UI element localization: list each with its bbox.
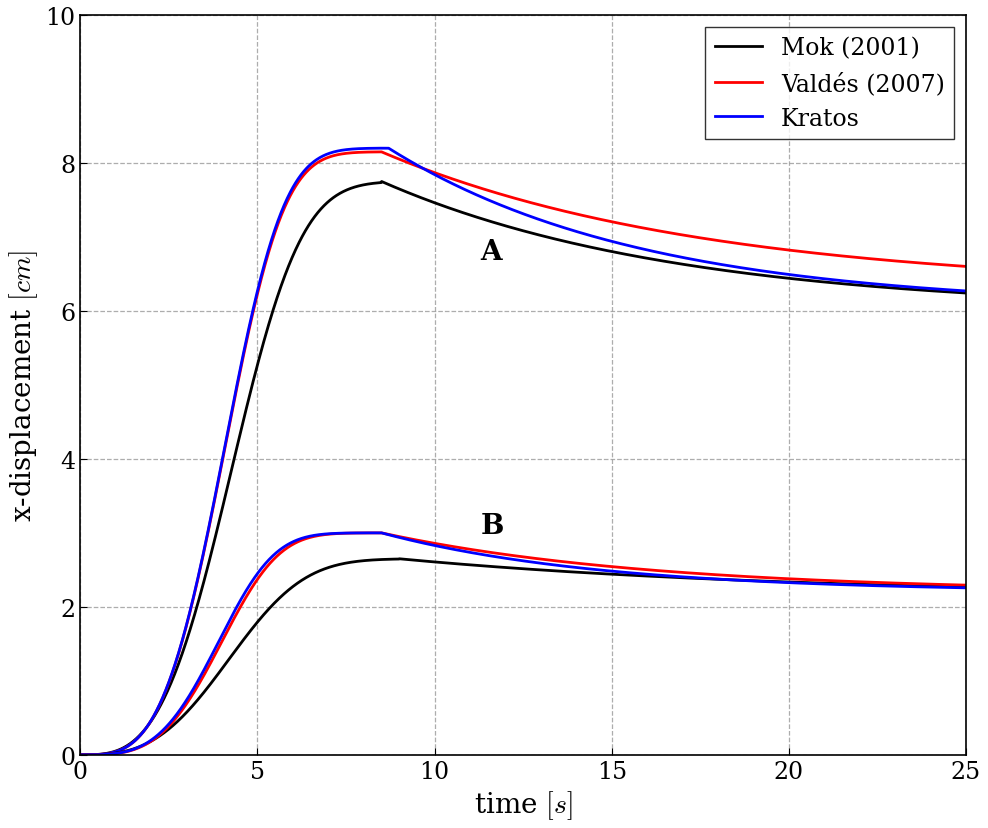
Line: Valdés (2007): Valdés (2007) bbox=[80, 152, 966, 755]
Valdés (2007) bbox=[773, 244, 784, 254]
Valdés (2007) bbox=[935, 260, 947, 270]
Kratos bbox=[482, 195, 494, 205]
X-axis label: time $[s]$: time $[s]$ bbox=[474, 788, 572, 821]
Kratos bbox=[74, 750, 86, 760]
Valdés (2007) bbox=[960, 262, 972, 272]
Kratos bbox=[773, 269, 784, 279]
Line: Mok (2001): Mok (2001) bbox=[80, 182, 966, 755]
Valdés (2007) bbox=[375, 147, 387, 157]
Mok (2001) bbox=[506, 224, 518, 233]
Valdés (2007) bbox=[935, 260, 947, 270]
Y-axis label: x-displacement $[cm]$: x-displacement $[cm]$ bbox=[7, 249, 40, 522]
Kratos bbox=[120, 743, 131, 753]
Kratos bbox=[960, 286, 972, 296]
Valdés (2007) bbox=[74, 750, 86, 760]
Mok (2001) bbox=[773, 272, 784, 282]
Legend: Mok (2001), Valdés (2007), Kratos: Mok (2001), Valdés (2007), Kratos bbox=[705, 27, 954, 140]
Mok (2001) bbox=[482, 216, 494, 226]
Kratos bbox=[506, 205, 518, 215]
Valdés (2007) bbox=[482, 186, 494, 196]
Valdés (2007) bbox=[506, 193, 518, 203]
Line: Kratos: Kratos bbox=[80, 149, 966, 755]
Kratos bbox=[935, 285, 947, 295]
Text: A: A bbox=[480, 238, 502, 266]
Kratos bbox=[382, 144, 394, 154]
Kratos bbox=[935, 285, 947, 295]
Mok (2001) bbox=[120, 742, 131, 752]
Mok (2001) bbox=[375, 177, 387, 187]
Mok (2001) bbox=[935, 287, 947, 297]
Mok (2001) bbox=[74, 750, 86, 760]
Mok (2001) bbox=[960, 289, 972, 299]
Text: B: B bbox=[480, 513, 504, 539]
Valdés (2007) bbox=[120, 743, 131, 753]
Mok (2001) bbox=[935, 287, 947, 297]
